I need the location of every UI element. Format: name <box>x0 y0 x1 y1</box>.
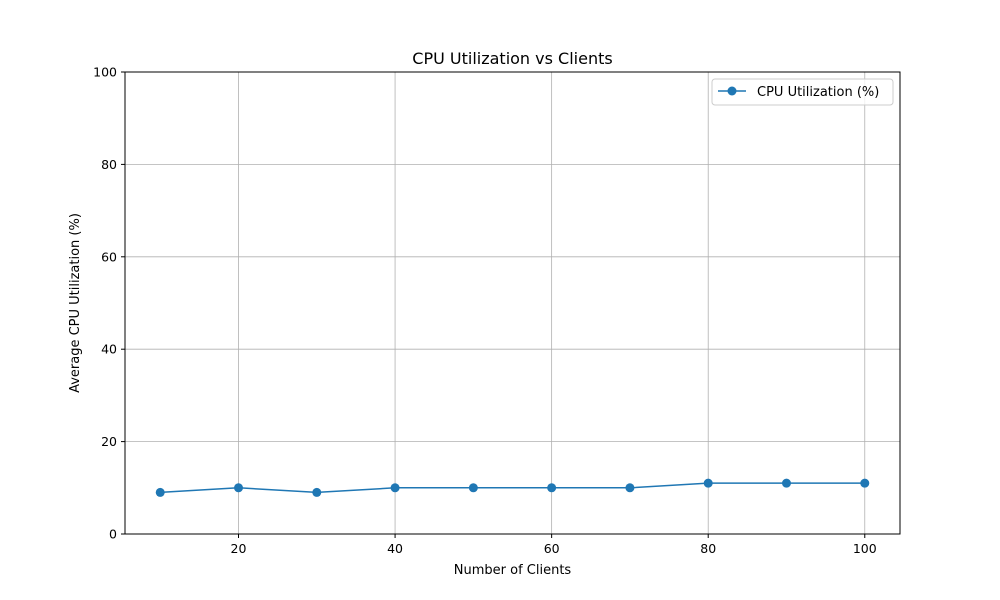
axis-ticks: 20 40 60 80 100 0 20 40 60 80 100 <box>93 65 877 557</box>
y-tick-label: 60 <box>101 249 117 264</box>
legend-box <box>711 78 894 106</box>
x-tick-label: 20 <box>231 541 247 556</box>
data-point <box>390 483 400 493</box>
legend-marker-sample <box>727 86 737 96</box>
plot-area-frame <box>124 71 901 535</box>
data-point <box>860 478 870 488</box>
y-tick-label: 80 <box>101 157 117 172</box>
x-tick-label: 100 <box>853 541 877 556</box>
x-tick-label: 40 <box>387 541 403 556</box>
y-tick-label: 20 <box>101 434 117 449</box>
data-point <box>155 487 165 497</box>
data-point <box>312 487 322 497</box>
series-line <box>160 482 865 494</box>
x-tick-label: 60 <box>544 541 560 556</box>
grid-lines <box>125 71 900 535</box>
y-tick-label: 0 <box>109 527 117 542</box>
x-axis-label: Number of Clients <box>454 563 572 578</box>
data-point <box>234 483 244 493</box>
data-point <box>547 483 557 493</box>
series-layer <box>155 478 870 497</box>
y-axis-label: Average CPU Utilization (%) <box>68 213 83 393</box>
y-tick-label: 100 <box>93 65 117 80</box>
legend: CPU Utilization (%) <box>711 78 894 106</box>
legend-entry-label: CPU Utilization (%) <box>757 85 879 100</box>
x-tick-label: 80 <box>700 541 716 556</box>
data-point <box>703 478 713 488</box>
y-tick-label: 40 <box>101 342 117 357</box>
data-point <box>625 483 635 493</box>
data-point <box>781 478 791 488</box>
chart-title: CPU Utilization vs Clients <box>412 49 612 68</box>
data-point <box>468 483 478 493</box>
